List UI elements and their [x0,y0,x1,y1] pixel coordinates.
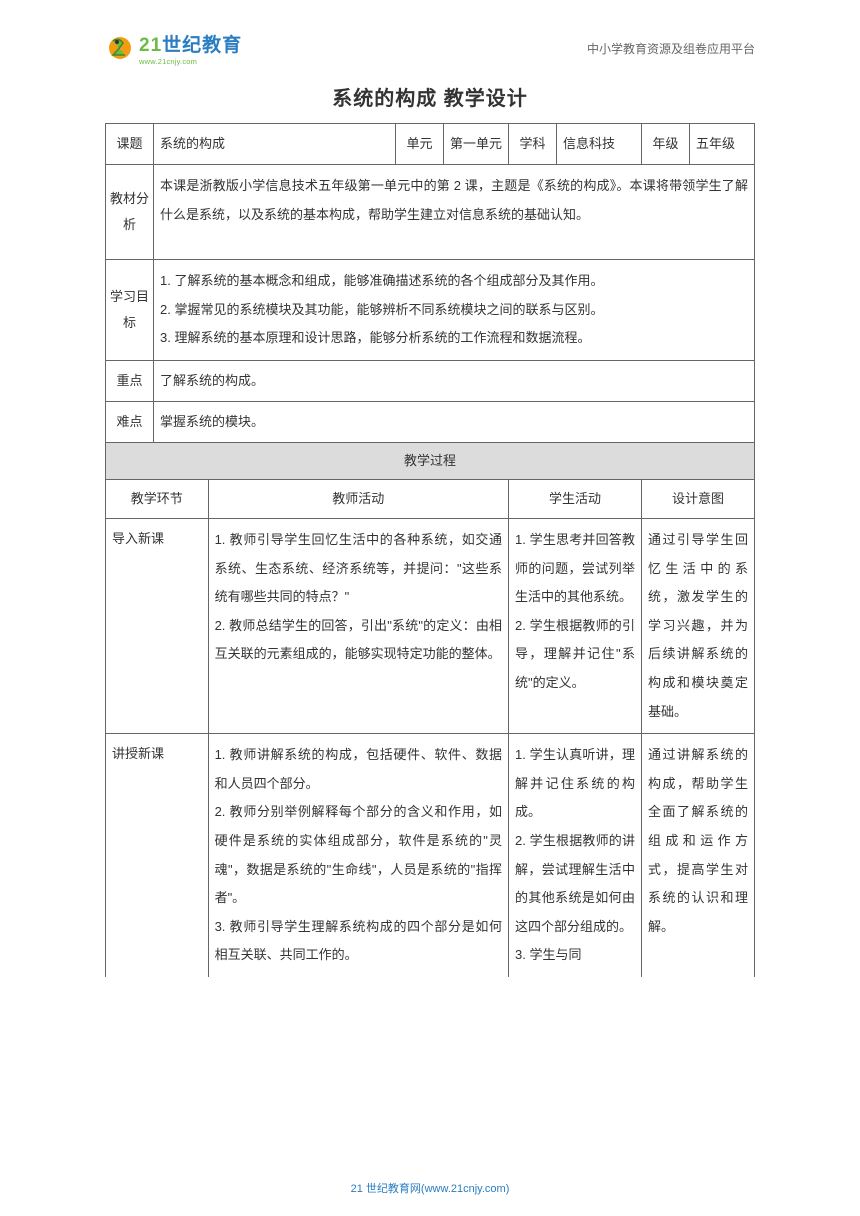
logo-icon [105,33,135,63]
teach-stage: 讲授新课 [106,734,209,977]
value-subject: 信息科技 [557,124,642,165]
objectives-content: 1. 了解系统的基本概念和组成，能够准确描述系统的各个组成部分及其作用。 2. … [154,260,755,361]
objective-1: 1. 了解系统的基本概念和组成，能够准确描述系统的各个组成部分及其作用。 [160,267,748,296]
keypoint-row: 重点 了解系统的构成。 [106,360,755,401]
objective-2: 2. 掌握常见的系统模块及其功能，能够辨析不同系统模块之间的联系与区别。 [160,296,748,325]
label-subject: 学科 [509,124,557,165]
intro-intent: 通过引导学生回忆生活中的系统，激发学生的学习兴趣，并为后续讲解系统的构成和模块奠… [642,518,755,733]
value-topic: 系统的构成 [154,124,396,165]
label-key: 重点 [106,360,154,401]
logo-text-block: 21世纪教育 www.21cnjy.com [139,30,242,66]
page-footer: 21 世纪教育网(www.21cnjy.com) [0,1180,860,1196]
material-row: 教材分析 本课是浙教版小学信息技术五年级第一单元中的第 2 课，主题是《系统的构… [106,165,755,260]
teach-teacher: 1. 教师讲解系统的构成，包括硬件、软件、数据和人员四个部分。 2. 教师分别举… [208,734,508,977]
intro-student: 1. 学生思考并回答教师的问题，尝试列举生活中的其他系统。 2. 学生根据教师的… [509,518,642,733]
label-material: 教材分析 [106,165,154,260]
intro-teacher: 1. 教师引导学生回忆生活中的各种系统，如交通系统、生态系统、经济系统等，并提问… [208,518,508,733]
material-content: 本课是浙教版小学信息技术五年级第一单元中的第 2 课，主题是《系统的构成》。本课… [154,165,755,260]
label-grade: 年级 [642,124,690,165]
col-teacher: 教师活动 [208,479,508,518]
document-title: 系统的构成 教学设计 [105,82,755,111]
logo-cn: 世纪教育 [162,35,242,56]
objective-3: 3. 理解系统的基本原理和设计思路，能够分析系统的工作流程和数据流程。 [160,324,748,353]
objectives-row: 学习目标 1. 了解系统的基本概念和组成，能够准确描述系统的各个组成部分及其作用… [106,260,755,361]
teach-row: 讲授新课 1. 教师讲解系统的构成，包括硬件、软件、数据和人员四个部分。 2. … [106,734,755,977]
logo-url: www.21cnjy.com [139,57,242,66]
value-grade: 五年级 [690,124,755,165]
process-columns-row: 教学环节 教师活动 学生活动 设计意图 [106,479,755,518]
process-header: 教学过程 [106,442,755,479]
intro-row: 导入新课 1. 教师引导学生回忆生活中的各种系统，如交通系统、生态系统、经济系统… [106,518,755,733]
lesson-table: 课题 系统的构成 单元 第一单元 学科 信息科技 年级 五年级 教材分析 本课是… [105,123,755,977]
difficulty-content: 掌握系统的模块。 [154,401,755,442]
label-unit: 单元 [396,124,444,165]
info-row: 课题 系统的构成 单元 第一单元 学科 信息科技 年级 五年级 [106,124,755,165]
footer-text: 21 世纪教育网(www.21cnjy.com) [351,1183,510,1195]
teach-student: 1. 学生认真听讲，理解并记住系统的构成。 2. 学生根据教师的讲解，尝试理解生… [509,734,642,977]
key-content: 了解系统的构成。 [154,360,755,401]
intro-stage: 导入新课 [106,518,209,733]
teach-intent: 通过讲解系统的构成，帮助学生全面了解系统的组成和运作方式，提高学生对系统的认识和… [642,734,755,977]
col-intent: 设计意图 [642,479,755,518]
process-header-row: 教学过程 [106,442,755,479]
label-objectives: 学习目标 [106,260,154,361]
page-header: 21世纪教育 www.21cnjy.com 中小学教育资源及组卷应用平台 [105,30,755,66]
col-stage: 教学环节 [106,479,209,518]
col-student: 学生活动 [509,479,642,518]
logo-num: 21 [139,35,162,56]
header-platform-text: 中小学教育资源及组卷应用平台 [587,40,755,57]
label-topic: 课题 [106,124,154,165]
value-unit: 第一单元 [444,124,509,165]
logo: 21世纪教育 www.21cnjy.com [105,30,242,66]
difficulty-row: 难点 掌握系统的模块。 [106,401,755,442]
label-difficulty: 难点 [106,401,154,442]
